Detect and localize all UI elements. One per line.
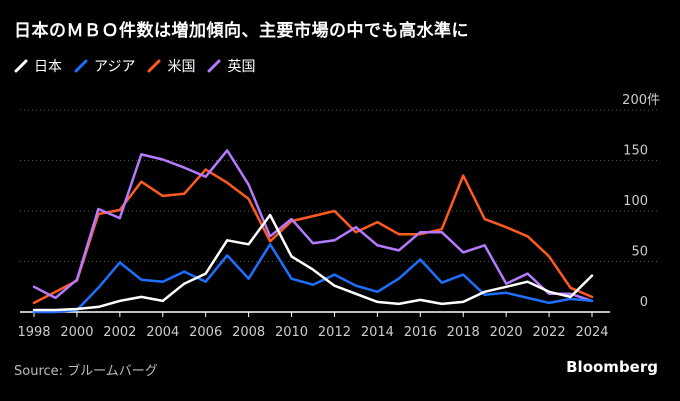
chart-title: 日本のＭＢＯ件数は増加傾向、主要市場の中でも高水準に [14, 21, 469, 41]
x-tick-label-2024: 2024 [575, 325, 608, 340]
y-tick-label-50: 50 [631, 245, 648, 260]
legend-label-us: 米国 [167, 59, 196, 75]
x-tick-label-2016: 2016 [404, 325, 437, 340]
x-tick-label-2022: 2022 [533, 325, 566, 340]
x-tick-label-2006: 2006 [189, 325, 222, 340]
legend-label-japan: 日本 [34, 59, 62, 75]
x-tick-label-2020: 2020 [490, 325, 523, 340]
x-tick-label-2012: 2012 [318, 325, 351, 340]
x-tick-label-2008: 2008 [232, 325, 265, 340]
y-unit-label: 200件 [622, 93, 660, 108]
x-tick-label-2000: 2000 [60, 325, 93, 340]
legend-swatch-us [147, 59, 161, 73]
series-line-japan [32, 213, 594, 312]
y-tick-label-150: 150 [623, 144, 648, 159]
legend-item-japan: 日本 [14, 56, 62, 76]
legend-label-uk: 英国 [227, 59, 256, 75]
x-tick-label-1998: 1998 [17, 325, 50, 340]
series-line-uk [32, 149, 594, 303]
legend-label-asia: アジア [94, 59, 136, 75]
series-line-asia [32, 243, 594, 314]
legend-swatch-uk [207, 59, 221, 73]
legend-item-us: 米国 [147, 56, 195, 76]
x-tick-label-2018: 2018 [447, 325, 480, 340]
x-tick-label-2004: 2004 [146, 325, 179, 340]
source-note: Source: ブルームバーグ [14, 364, 158, 379]
legend-item-asia: アジア [74, 56, 135, 76]
legend-item-uk: 英国 [207, 56, 255, 76]
x-tick-label-2002: 2002 [103, 325, 136, 340]
legend-swatch-japan [14, 59, 28, 73]
legend-swatch-asia [74, 59, 88, 73]
y-tick-label-100: 100 [623, 194, 648, 209]
x-tick-label-2014: 2014 [361, 325, 394, 340]
x-tick-label-2010: 2010 [275, 325, 308, 340]
legend: 日本 アジア 米国 英国 [14, 56, 267, 76]
y-tick-label-0: 0 [640, 295, 648, 310]
brand-logo: Bloomberg [566, 358, 658, 376]
